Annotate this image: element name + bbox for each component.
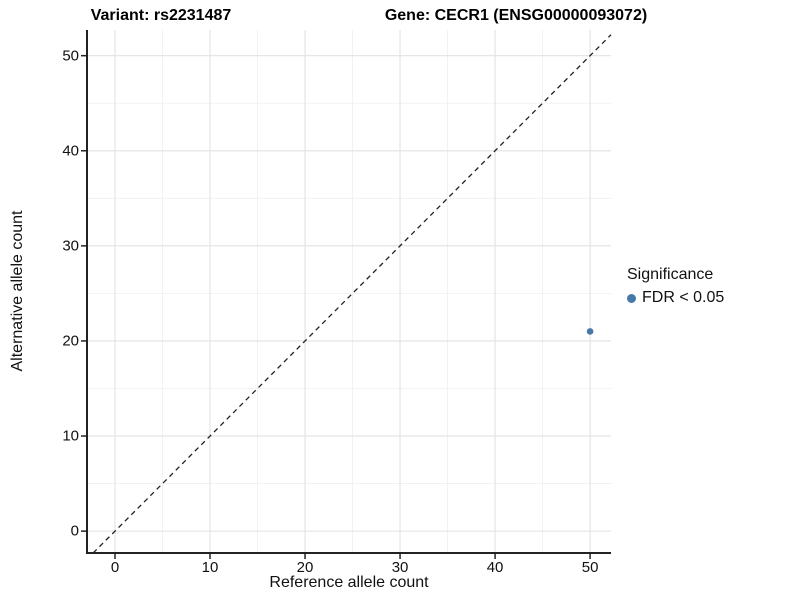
legend: Significance FDR < 0.05 <box>627 266 724 307</box>
x-tick-label: 50 <box>581 559 599 576</box>
x-tick-label: 10 <box>201 559 219 576</box>
legend-point-icon <box>627 293 636 303</box>
variant-title: Variant: rs2231487 <box>90 7 232 24</box>
x-tick-label: 20 <box>296 559 314 576</box>
identity-dashed-line <box>92 34 612 554</box>
x-tick-label: 40 <box>486 559 504 576</box>
legend-entry-label: FDR < 0.05 <box>642 289 725 306</box>
y-tick-label: 20 <box>62 332 79 350</box>
y-tick-label: 40 <box>62 142 79 160</box>
legend-entry: FDR < 0.05 <box>627 289 724 307</box>
y-tick-label: 10 <box>62 427 79 445</box>
y-axis-title: Alternative allele count <box>9 210 26 372</box>
x-axis-title: Reference allele count <box>269 574 429 591</box>
legend-title: Significance <box>627 266 714 283</box>
x-tick-label: 30 <box>391 559 409 576</box>
gene-title: Gene: CECR1 (ENSG00000093072) <box>384 7 648 24</box>
y-tick-label: 30 <box>62 237 79 255</box>
y-tick-label: 0 <box>70 522 79 540</box>
data-point <box>586 328 594 335</box>
x-tick-label: 0 <box>110 559 120 576</box>
y-tick-label: 50 <box>62 47 79 65</box>
